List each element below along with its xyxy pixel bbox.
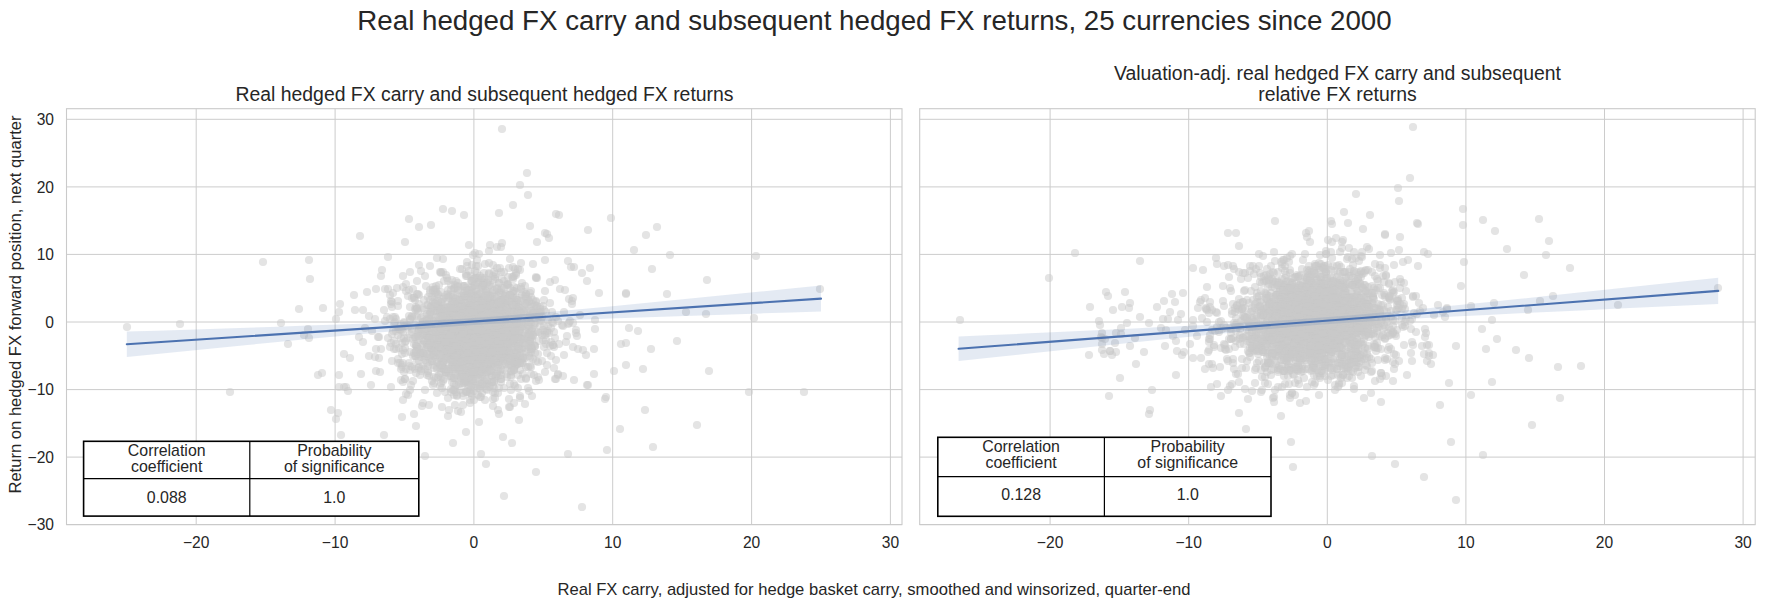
svg-text:0: 0 bbox=[1323, 534, 1332, 551]
svg-text:−30: −30 bbox=[28, 516, 55, 533]
svg-text:coefficient: coefficient bbox=[985, 454, 1057, 471]
svg-text:20: 20 bbox=[743, 534, 761, 551]
svg-text:−10: −10 bbox=[1175, 534, 1202, 551]
svg-text:Probability: Probability bbox=[297, 442, 371, 459]
svg-text:of significance: of significance bbox=[1137, 454, 1238, 471]
svg-text:1.0: 1.0 bbox=[1177, 486, 1199, 503]
svg-text:Correlation: Correlation bbox=[982, 438, 1060, 455]
svg-text:20: 20 bbox=[37, 179, 55, 196]
svg-text:−10: −10 bbox=[28, 381, 55, 398]
svg-text:of significance: of significance bbox=[284, 458, 385, 475]
svg-text:30: 30 bbox=[1734, 534, 1752, 551]
svg-text:relative FX returns: relative FX returns bbox=[1258, 83, 1416, 105]
svg-text:−20: −20 bbox=[183, 534, 210, 551]
svg-text:0.088: 0.088 bbox=[147, 489, 187, 506]
svg-text:0: 0 bbox=[45, 314, 54, 331]
svg-text:30: 30 bbox=[882, 534, 900, 551]
svg-text:−20: −20 bbox=[1037, 534, 1064, 551]
svg-text:10: 10 bbox=[37, 246, 55, 263]
svg-text:Valuation-adj. real hedged FX: Valuation-adj. real hedged FX carry and … bbox=[1114, 62, 1562, 84]
svg-text:10: 10 bbox=[604, 534, 622, 551]
svg-text:0: 0 bbox=[470, 534, 479, 551]
svg-text:Probability: Probability bbox=[1151, 438, 1225, 455]
svg-text:Correlation: Correlation bbox=[128, 442, 206, 459]
svg-text:coefficient: coefficient bbox=[131, 458, 203, 475]
svg-text:10: 10 bbox=[1457, 534, 1475, 551]
svg-text:Real FX carry, adjusted for he: Real FX carry, adjusted for hedge basket… bbox=[557, 580, 1190, 599]
svg-text:Return on hedged FX forward po: Return on hedged FX forward position, ne… bbox=[6, 115, 25, 494]
svg-text:1.0: 1.0 bbox=[323, 489, 345, 506]
svg-text:Real hedged FX carry and subse: Real hedged FX carry and subsequent hedg… bbox=[357, 5, 1391, 36]
svg-text:30: 30 bbox=[37, 111, 55, 128]
svg-text:Real hedged FX carry and subse: Real hedged FX carry and subsequent hedg… bbox=[235, 83, 733, 105]
svg-text:0.128: 0.128 bbox=[1001, 486, 1041, 503]
svg-text:−10: −10 bbox=[322, 534, 349, 551]
svg-text:−20: −20 bbox=[28, 449, 55, 466]
svg-text:20: 20 bbox=[1596, 534, 1614, 551]
